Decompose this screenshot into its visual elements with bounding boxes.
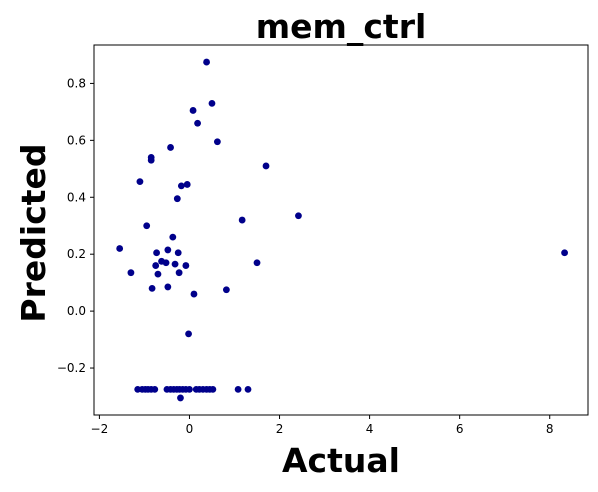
scatter-point <box>174 195 181 202</box>
scatter-point <box>175 249 182 256</box>
scatter-point <box>184 181 191 188</box>
scatter-point <box>203 59 210 66</box>
scatter-point <box>137 178 144 185</box>
scatter-point <box>194 120 201 127</box>
scatter-point <box>164 284 171 291</box>
scatter-point <box>295 212 302 219</box>
scatter-point <box>239 217 246 224</box>
scatter-point <box>235 386 242 393</box>
y-tick-label: 0.2 <box>67 247 86 261</box>
x-tick-label: 4 <box>366 422 374 436</box>
scatter-point <box>178 182 185 189</box>
scatter-point <box>128 269 135 276</box>
scatter-point <box>209 386 216 393</box>
scatter-point <box>263 163 270 170</box>
x-tick-label: 2 <box>276 422 284 436</box>
scatter-point <box>177 395 184 402</box>
scatter-point <box>214 138 221 145</box>
scatter-point <box>176 269 183 276</box>
chart-title: mem_ctrl <box>256 7 427 46</box>
x-axis-label: Actual <box>282 441 400 480</box>
y-tick-label: 0.8 <box>67 76 86 90</box>
y-tick-label: 0.0 <box>67 304 86 318</box>
x-tick-label: −2 <box>91 422 109 436</box>
scatter-point <box>155 271 162 278</box>
scatter-point <box>172 261 179 268</box>
scatter-point <box>149 285 156 292</box>
scatter-point <box>191 291 198 298</box>
y-tick-label: 0.6 <box>67 133 86 147</box>
scatter-point <box>167 144 174 151</box>
scatter-point <box>254 259 261 266</box>
scatter-point <box>186 386 193 393</box>
y-axis-label: Predicted <box>14 143 53 322</box>
x-tick-label: 8 <box>546 422 554 436</box>
x-tick-label: 6 <box>456 422 464 436</box>
scatter-point <box>561 249 568 256</box>
scatter-point <box>153 249 160 256</box>
scatter-point <box>209 100 216 107</box>
scatter-point <box>185 330 192 337</box>
scatter-point <box>164 247 171 254</box>
scatter-point <box>169 234 176 241</box>
x-tick-label: 0 <box>186 422 194 436</box>
scatter-point <box>148 157 155 164</box>
scatter-point <box>163 259 170 266</box>
scatter-point <box>152 262 159 269</box>
y-tick-label: 0.4 <box>67 190 86 204</box>
scatter-point <box>190 107 197 114</box>
scatter-point <box>182 262 189 269</box>
scatter-point <box>116 245 123 252</box>
scatter-point <box>151 386 158 393</box>
y-tick-label: −0.2 <box>57 361 86 375</box>
scatter-point <box>143 222 150 229</box>
scatter-point <box>245 386 252 393</box>
scatter-point <box>223 286 230 293</box>
